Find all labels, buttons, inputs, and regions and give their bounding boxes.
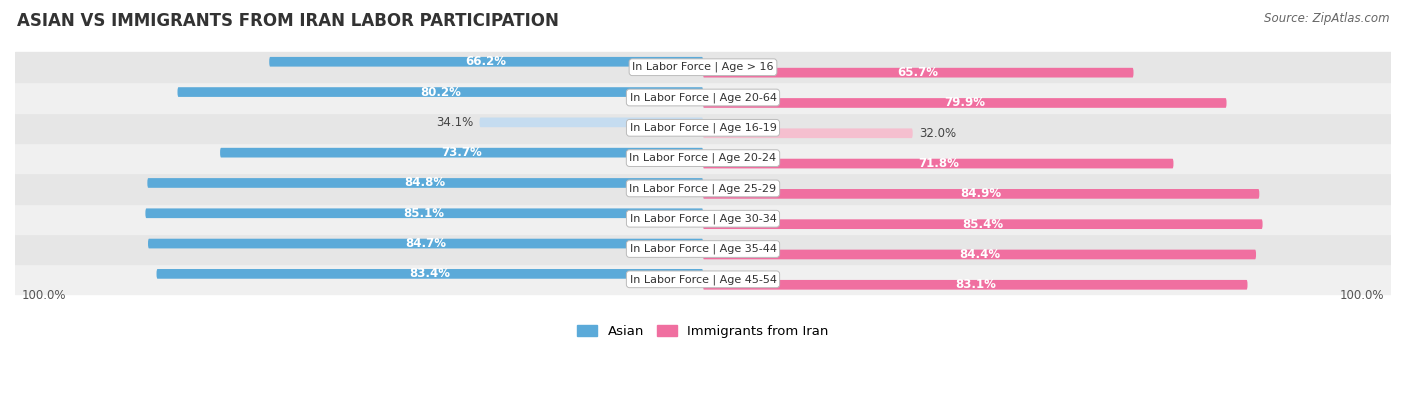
Text: 83.4%: 83.4%: [409, 267, 450, 280]
FancyBboxPatch shape: [177, 87, 703, 97]
Bar: [15, 203, 1391, 234]
Bar: [15, 113, 1391, 143]
Text: 71.8%: 71.8%: [918, 157, 959, 170]
FancyBboxPatch shape: [703, 280, 1247, 290]
FancyBboxPatch shape: [156, 269, 703, 279]
Text: 85.1%: 85.1%: [404, 207, 444, 220]
Text: 79.9%: 79.9%: [945, 96, 986, 109]
FancyBboxPatch shape: [703, 219, 1263, 229]
Bar: [15, 83, 1391, 113]
Text: In Labor Force | Age 20-24: In Labor Force | Age 20-24: [630, 153, 776, 164]
Text: In Labor Force | Age 20-64: In Labor Force | Age 20-64: [630, 92, 776, 103]
Text: ASIAN VS IMMIGRANTS FROM IRAN LABOR PARTICIPATION: ASIAN VS IMMIGRANTS FROM IRAN LABOR PART…: [17, 12, 558, 30]
Text: 83.1%: 83.1%: [955, 278, 995, 291]
Text: In Labor Force | Age 35-44: In Labor Force | Age 35-44: [630, 244, 776, 254]
Text: 65.7%: 65.7%: [898, 66, 939, 79]
Text: 80.2%: 80.2%: [420, 86, 461, 99]
Text: 100.0%: 100.0%: [1340, 290, 1385, 303]
Legend: Asian, Immigrants from Iran: Asian, Immigrants from Iran: [572, 320, 834, 343]
FancyBboxPatch shape: [703, 128, 912, 138]
Text: In Labor Force | Age 45-54: In Labor Force | Age 45-54: [630, 274, 776, 284]
Bar: [15, 173, 1391, 203]
Text: In Labor Force | Age 30-34: In Labor Force | Age 30-34: [630, 213, 776, 224]
Text: 85.4%: 85.4%: [962, 218, 1004, 231]
FancyBboxPatch shape: [479, 118, 703, 127]
FancyBboxPatch shape: [148, 178, 703, 188]
Text: 84.8%: 84.8%: [405, 177, 446, 190]
FancyBboxPatch shape: [221, 148, 703, 158]
Text: 73.7%: 73.7%: [441, 146, 482, 159]
Text: 84.9%: 84.9%: [960, 187, 1001, 200]
FancyBboxPatch shape: [703, 159, 1174, 168]
Text: 66.2%: 66.2%: [465, 55, 506, 68]
FancyBboxPatch shape: [703, 98, 1226, 108]
Text: 100.0%: 100.0%: [21, 290, 66, 303]
FancyBboxPatch shape: [269, 57, 703, 67]
Text: In Labor Force | Age 25-29: In Labor Force | Age 25-29: [630, 183, 776, 194]
FancyBboxPatch shape: [148, 239, 703, 248]
Bar: [15, 264, 1391, 294]
Bar: [15, 52, 1391, 83]
Text: 84.7%: 84.7%: [405, 237, 446, 250]
FancyBboxPatch shape: [145, 209, 703, 218]
FancyBboxPatch shape: [703, 68, 1133, 77]
Text: 84.4%: 84.4%: [959, 248, 1000, 261]
FancyBboxPatch shape: [703, 250, 1256, 260]
Text: Source: ZipAtlas.com: Source: ZipAtlas.com: [1264, 12, 1389, 25]
Text: 34.1%: 34.1%: [436, 116, 472, 129]
Bar: [15, 143, 1391, 173]
Bar: [15, 234, 1391, 264]
FancyBboxPatch shape: [703, 189, 1260, 199]
Text: In Labor Force | Age > 16: In Labor Force | Age > 16: [633, 62, 773, 72]
Text: 32.0%: 32.0%: [920, 127, 956, 140]
Text: In Labor Force | Age 16-19: In Labor Force | Age 16-19: [630, 122, 776, 133]
